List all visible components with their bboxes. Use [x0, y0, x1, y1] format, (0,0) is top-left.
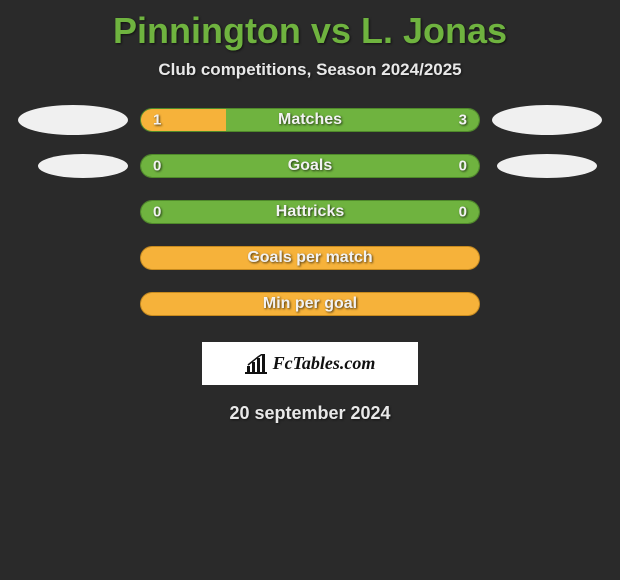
title-player-left: Pinnington: [113, 10, 301, 51]
right-ellipse: [497, 154, 597, 178]
left-shape-slot: [18, 243, 128, 273]
left-shape-slot: [18, 154, 128, 178]
right-shape-slot: [492, 105, 602, 135]
stat-value-left: 0: [153, 204, 161, 221]
stat-row: 0 Hattricks 0: [8, 200, 612, 224]
stat-value-right: 0: [459, 204, 467, 221]
stat-label: Matches: [278, 111, 342, 129]
left-shape-slot: [18, 289, 128, 319]
stat-row: Goals per match: [8, 246, 612, 270]
stat-bar: Goals per match: [140, 246, 480, 270]
stat-bar: 1 Matches 3: [140, 108, 480, 132]
stat-row: 0 Goals 0: [8, 154, 612, 178]
stat-row: 1 Matches 3: [8, 108, 612, 132]
left-shape-slot: [18, 197, 128, 227]
right-shape-slot: [492, 243, 602, 273]
stat-label: Min per goal: [263, 295, 357, 313]
subtitle: Club competitions, Season 2024/2025: [0, 60, 620, 108]
title-vs: vs: [301, 10, 361, 51]
stat-bar: Min per goal: [140, 292, 480, 316]
date-text: 20 september 2024: [0, 385, 620, 424]
right-shape-slot: [492, 154, 602, 178]
right-ellipse: [492, 105, 602, 135]
left-ellipse: [38, 154, 128, 178]
stat-bar: 0 Goals 0: [140, 154, 480, 178]
left-shape-slot: [18, 105, 128, 135]
bar-chart-icon: [245, 354, 267, 374]
stat-label: Hattricks: [276, 203, 344, 221]
right-shape-slot: [492, 197, 602, 227]
stat-value-right: 0: [459, 158, 467, 175]
left-ellipse: [18, 105, 128, 135]
title-player-right: L. Jonas: [361, 10, 507, 51]
page-title: Pinnington vs L. Jonas: [0, 0, 620, 60]
footer-logo-text: FcTables.com: [273, 353, 376, 374]
stats-rows: 1 Matches 3 0 Goals 0 0: [0, 108, 620, 316]
stat-bar: 0 Hattricks 0: [140, 200, 480, 224]
stat-value-right: 3: [459, 112, 467, 129]
stat-value-left: 0: [153, 158, 161, 175]
footer-logo: FcTables.com: [202, 342, 418, 385]
right-shape-slot: [492, 289, 602, 319]
stat-value-left: 1: [153, 112, 161, 129]
stat-row: Min per goal: [8, 292, 612, 316]
stat-label: Goals per match: [247, 249, 372, 267]
stat-label: Goals: [288, 157, 332, 175]
